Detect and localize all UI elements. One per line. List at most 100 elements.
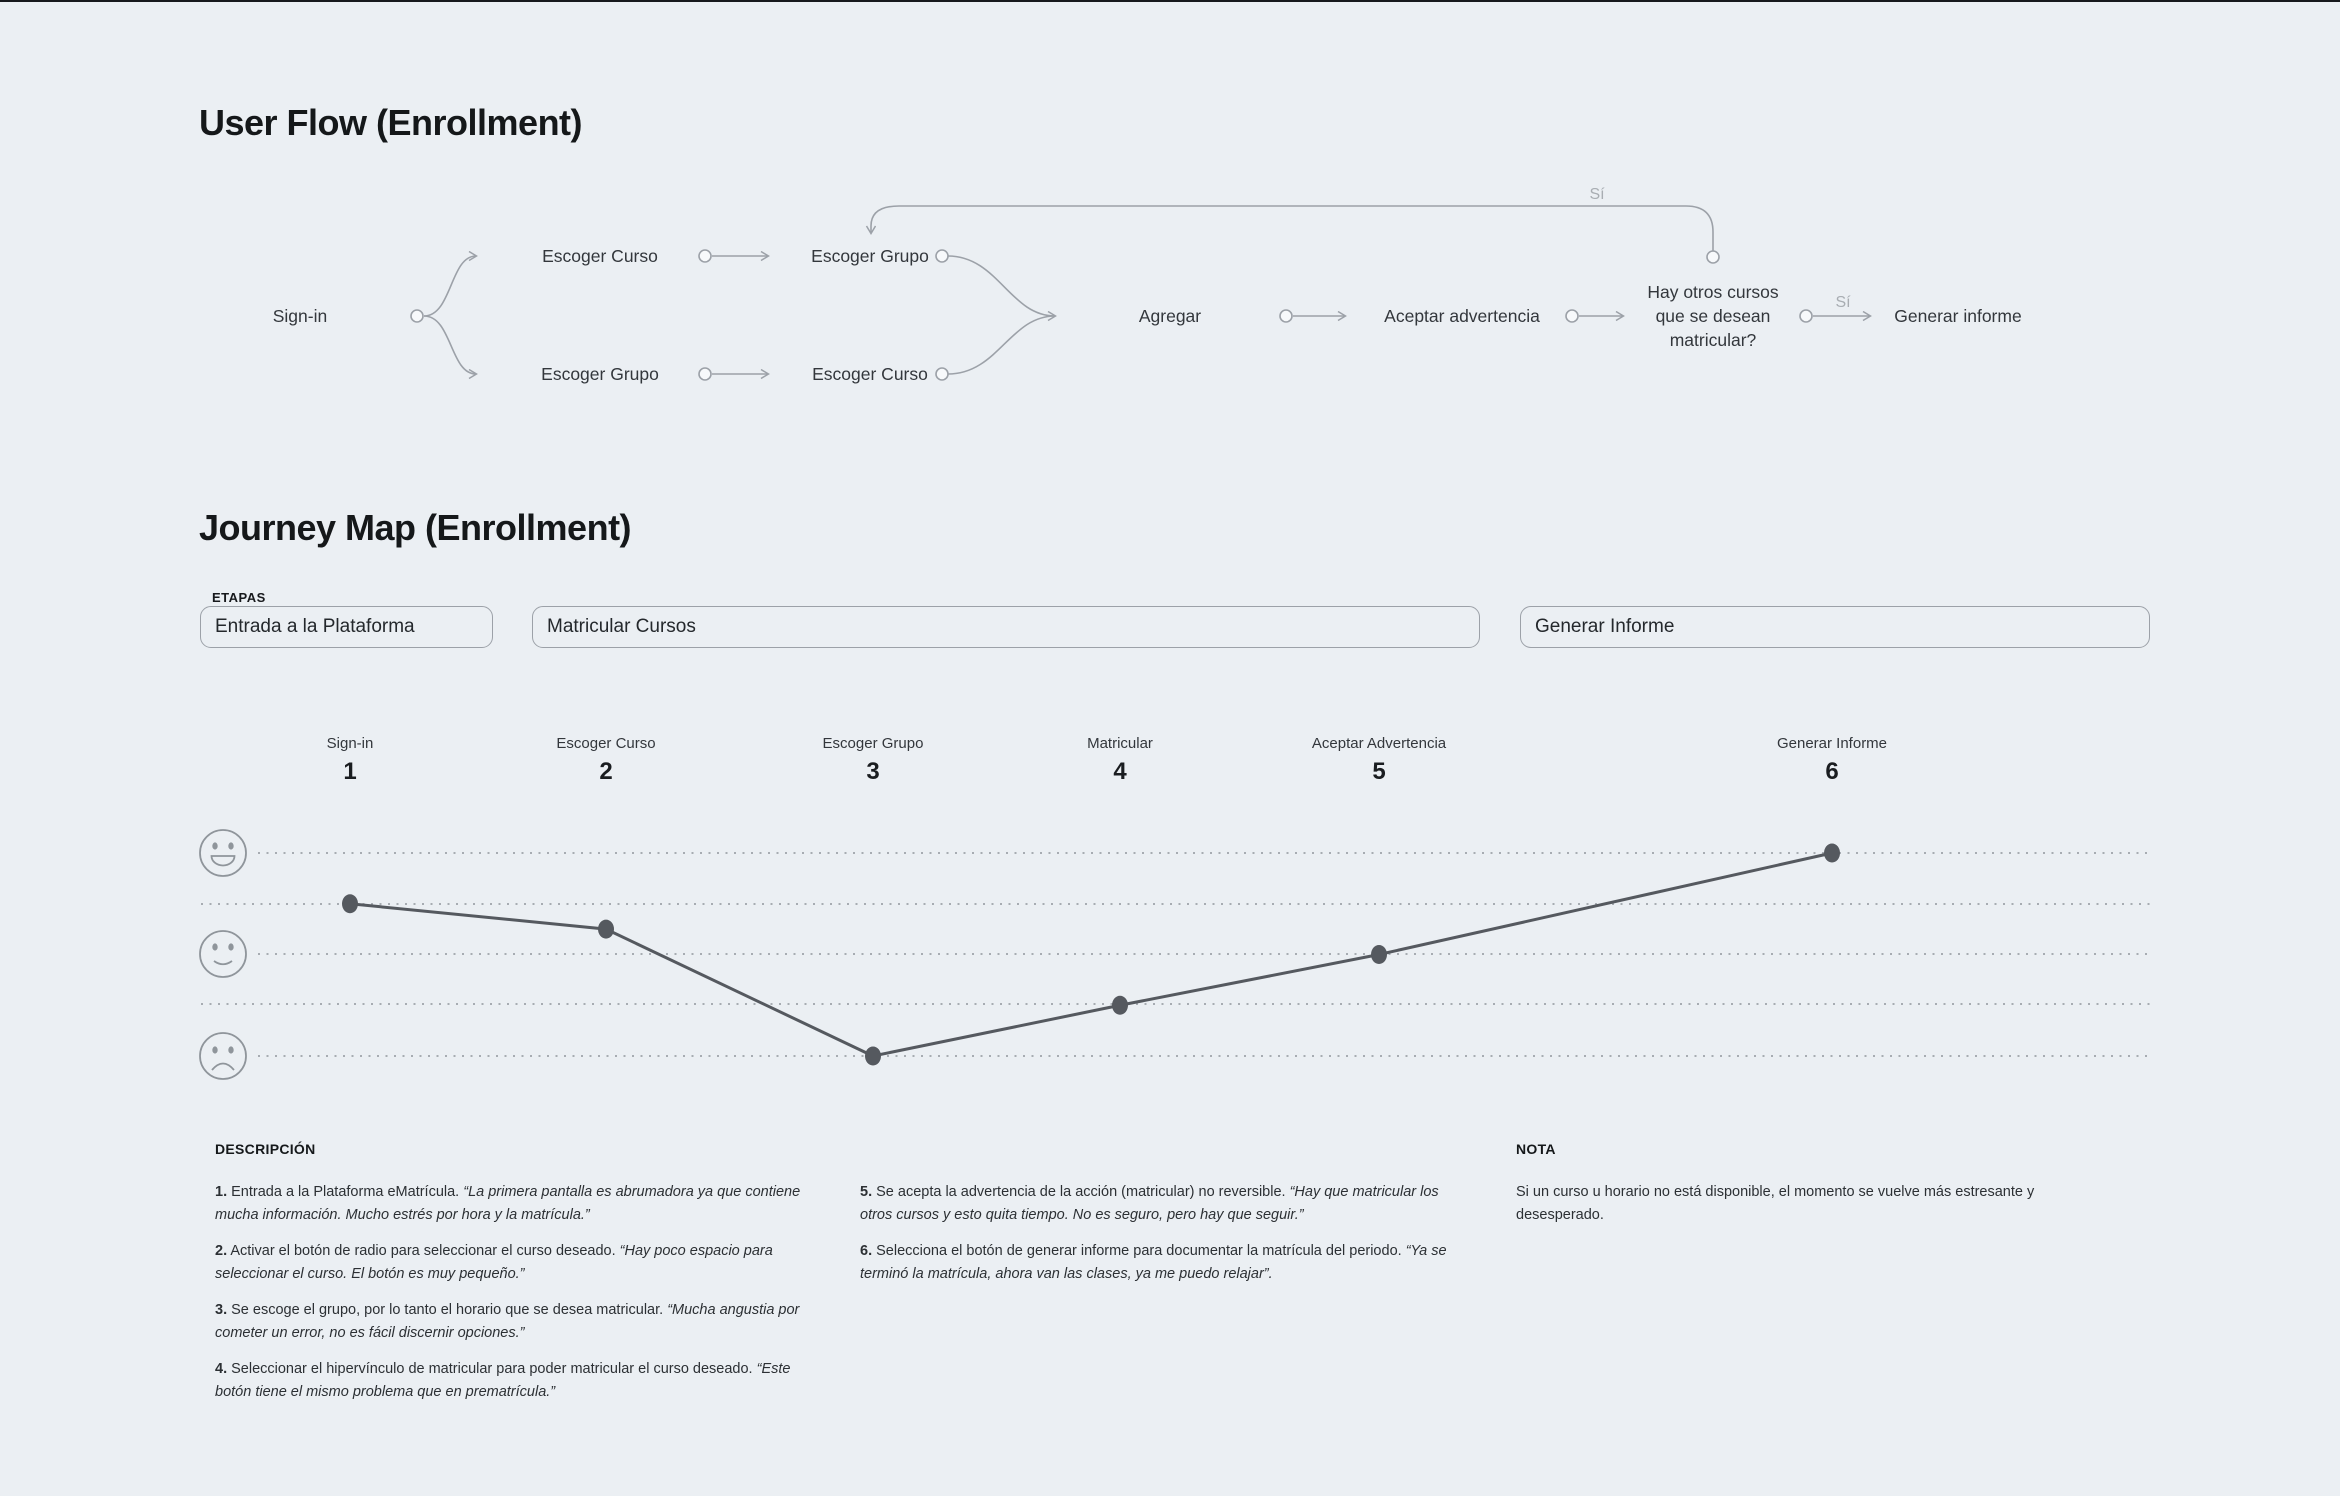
- flow-node-question-line2: que se desean: [1656, 306, 1771, 326]
- emotion-point-2: [598, 919, 614, 939]
- step-label: Escoger Curso: [556, 735, 656, 752]
- emotion-point-5: [1371, 945, 1387, 964]
- si-report-label: Sí: [1835, 294, 1851, 311]
- item-quote: “Hay poco espacio para seleccionar el cu…: [215, 1243, 773, 1282]
- item-text: Selecciona el botón de generar informe p…: [876, 1243, 1406, 1259]
- agregar-dot: [1279, 309, 1293, 323]
- flow-node-escoger-grupo-top: Escoger Grupo: [811, 246, 929, 266]
- step-label: Generar Informe: [1776, 735, 1888, 752]
- journey-step-4: Matricular 4: [1087, 736, 1153, 784]
- top-curso-dot: [698, 249, 712, 263]
- sad-face-icon: [199, 1032, 247, 1080]
- description-column-2: 5. Se acepta la advertencia de la acción…: [860, 1181, 1460, 1299]
- flow-node-generar-informe: Generar informe: [1894, 306, 2021, 326]
- flow-node-escoger-curso-bottom: Escoger Curso: [812, 364, 928, 384]
- item-quote: “Este botón tiene el mismo problema que …: [215, 1361, 791, 1400]
- step-number: 3: [866, 758, 880, 785]
- item-text: Seleccionar el hipervínculo de matricula…: [231, 1361, 757, 1377]
- step-number: 5: [1372, 758, 1386, 785]
- item-quote: “Ya se terminó la matrícula, ahora van l…: [860, 1243, 1447, 1282]
- journey-step-3: Escoger Grupo 3: [823, 736, 924, 784]
- journey-emotion-chart: [199, 829, 2150, 1080]
- journey-step-6: Generar Informe 6: [1777, 736, 1887, 784]
- step-label: Matricular: [1087, 735, 1153, 752]
- journey-map-title: Journey Map (Enrollment): [199, 507, 632, 548]
- loop-back-connector: [871, 205, 1714, 251]
- item-number: 2.: [215, 1243, 228, 1259]
- stage-box-matricular-label: Matricular Cursos: [547, 616, 696, 637]
- item-number: 6.: [860, 1243, 873, 1259]
- description-item-3: 3. Se escoge el grupo, por lo tanto el h…: [215, 1299, 815, 1344]
- item-text: Entrada a la Plataforma eMatrícula.: [231, 1184, 464, 1200]
- emotion-point-4: [1112, 995, 1128, 1015]
- item-text: Activar el botón de radio para seleccion…: [230, 1243, 620, 1259]
- item-number: 1.: [215, 1184, 228, 1200]
- flow-node-escoger-grupo-bottom: Escoger Grupo: [541, 364, 659, 384]
- merge-top-connector: [947, 255, 1055, 316]
- advertencia-dot: [1565, 309, 1579, 323]
- top-grupo-dot: [935, 249, 949, 263]
- branch-top-connector: [423, 256, 476, 317]
- user-flow-title: User Flow (Enrollment): [199, 102, 583, 143]
- emotion-point-6: [1824, 843, 1840, 863]
- step-label: Aceptar Advertencia: [1311, 735, 1447, 752]
- emotion-line: [349, 851, 1833, 1058]
- flow-node-escoger-curso-top: Escoger Curso: [542, 246, 658, 266]
- journey-step-2: Escoger Curso 2: [556, 736, 655, 784]
- item-quote: “La primera pantalla es abrumadora ya qu…: [215, 1184, 801, 1223]
- description-heading: DESCRIPCIÓN: [215, 1141, 316, 1157]
- stage-box-entrada-label: Entrada a la Plataforma: [215, 616, 415, 637]
- step-number: 1: [343, 758, 357, 785]
- item-number: 3.: [215, 1302, 228, 1318]
- emotion-curve: [342, 843, 1840, 1066]
- question-dot: [1799, 309, 1813, 323]
- flow-node-aceptar-advertencia: Aceptar advertencia: [1384, 306, 1540, 326]
- note-text: Si un curso u horario no está disponible…: [1516, 1184, 2035, 1223]
- description-item-4: 4. Seleccionar el hipervínculo de matric…: [215, 1358, 815, 1403]
- sign-in-dot: [410, 309, 424, 323]
- description-column-1: DESCRIPCIÓN 1. Entrada a la Plataforma e…: [215, 1141, 815, 1417]
- note-column: NOTA Si un curso u horario no está dispo…: [1516, 1141, 2056, 1226]
- top-border: [0, 0, 2340, 2]
- note-heading: NOTA: [1516, 1141, 1556, 1157]
- journey-step-5: Aceptar Advertencia 5: [1312, 736, 1446, 784]
- description-item-5: 5. Se acepta la advertencia de la acción…: [860, 1181, 1460, 1226]
- happy-face-icon: [199, 829, 247, 877]
- item-text: Se acepta la advertencia de la acción (m…: [876, 1184, 1290, 1200]
- description-item-1: 1. Entrada a la Plataforma eMatrícula. “…: [215, 1181, 815, 1226]
- user-flow-diagram: Sign-in Escoger Curso Escoger Grupo Esco…: [273, 186, 2022, 384]
- loop-dot: [1706, 250, 1720, 264]
- merge-bottom-connector: [947, 315, 1056, 375]
- flow-node-question-line1: Hay otros cursos: [1647, 282, 1779, 302]
- si-loop-label: Sí: [1589, 186, 1605, 203]
- flow-node-question-line3: matricular?: [1670, 330, 1757, 350]
- journey-step-1: Sign-in 1: [327, 736, 374, 784]
- item-number: 4.: [215, 1361, 228, 1377]
- neutral-face-icon: [199, 930, 247, 978]
- bottom-curso-dot: [935, 367, 949, 381]
- item-number: 5.: [860, 1184, 873, 1200]
- item-text: Se escoge el grupo, por lo tanto el hora…: [231, 1302, 668, 1318]
- step-number: 6: [1825, 758, 1839, 785]
- emotion-point-3: [865, 1046, 881, 1066]
- step-label: Escoger Grupo: [822, 735, 924, 752]
- item-quote: “Hay que matricular los otros cursos y e…: [860, 1184, 1439, 1223]
- emotion-point-1: [342, 894, 358, 914]
- description-item-6: 6. Selecciona el botón de generar inform…: [860, 1240, 1460, 1285]
- step-number: 2: [599, 758, 613, 785]
- stages-label: ETAPAS: [212, 590, 266, 605]
- stage-box-generar: Generar Informe: [1520, 606, 2150, 648]
- flow-node-agregar: Agregar: [1139, 306, 1201, 326]
- step-number: 4: [1113, 758, 1127, 785]
- stage-box-generar-label: Generar Informe: [1535, 616, 1675, 637]
- branch-bottom-connector: [423, 315, 476, 374]
- step-label: Sign-in: [326, 735, 374, 752]
- flow-node-sign-in: Sign-in: [273, 306, 327, 326]
- description-item-2: 2. Activar el botón de radio para selecc…: [215, 1240, 815, 1285]
- stage-box-entrada: Entrada a la Plataforma: [200, 606, 493, 648]
- bottom-grupo-dot: [698, 367, 712, 381]
- item-quote: “Mucha angustia por cometer un error, no…: [215, 1302, 800, 1341]
- stage-box-matricular: Matricular Cursos: [532, 606, 1480, 648]
